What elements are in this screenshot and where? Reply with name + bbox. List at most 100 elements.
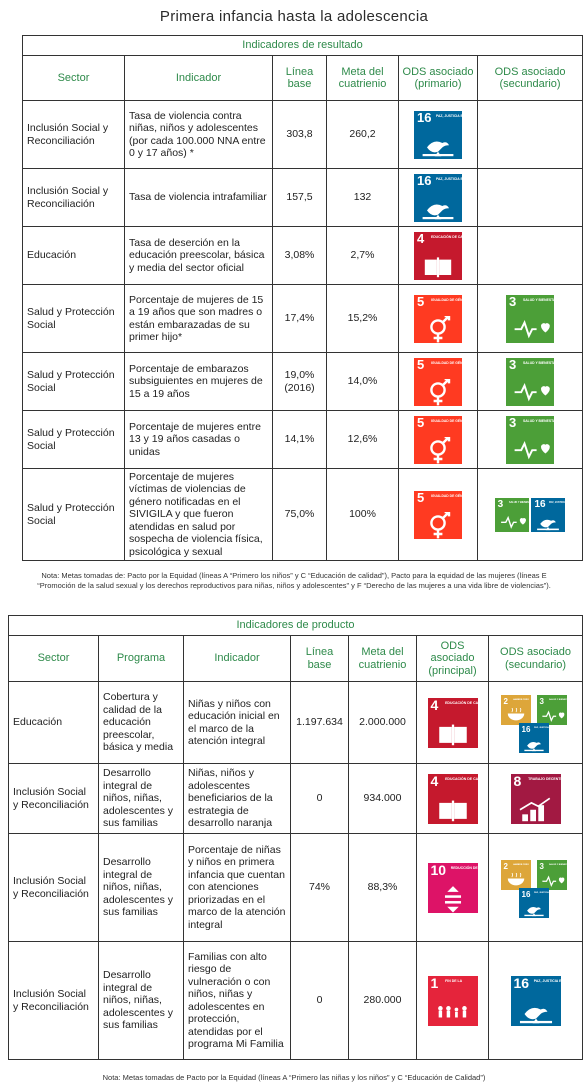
products-header-sector: Sector	[8, 635, 99, 682]
row-ods-secundario	[476, 226, 584, 285]
results-header-sector: Sector	[22, 55, 125, 101]
row-sector: Inclusión Social y Reconciliación	[8, 941, 99, 1060]
row-ods-secundario	[476, 168, 584, 227]
row-meta: 88,3%	[348, 833, 417, 942]
row-linea-base: 0	[290, 941, 349, 1060]
results-header-ods2: ODS asociado (secundario)	[476, 55, 584, 101]
row-linea-base: 14,1%	[272, 410, 327, 469]
row-sector: Inclusión Social y Reconciliación	[8, 833, 99, 942]
row-linea-base: 0	[290, 763, 349, 834]
sdg-2-icon: 2 HAMBRE CERO	[500, 694, 531, 725]
row-ods-secundario: 3 SALUD Y BIENESTAR	[476, 352, 584, 411]
row-indicador: Familias con alto riesgo de vulneración …	[183, 941, 291, 1060]
products-row: Educación Cobertura y calidad de la educa…	[8, 681, 584, 764]
row-linea-base: 303,8	[272, 100, 327, 169]
products-row: Inclusión Social y Reconciliación Desarro…	[8, 833, 584, 942]
row-ods-secundario: 3 SALUD Y BIENESTAR	[476, 284, 584, 353]
row-sector: Salud y Protección Social	[22, 468, 125, 561]
row-meta: 132	[326, 168, 399, 227]
row-ods-primario: 16 PAZ, JUSTICIA E	[398, 100, 478, 169]
products-row: Inclusión Social y Reconciliación Desarro…	[8, 941, 584, 1060]
products-header-meta: Meta del cuatrienio	[348, 635, 417, 682]
row-indicador: Niñas, niños y adolescentes beneficiario…	[183, 763, 291, 834]
products-header-linea: Línea base	[290, 635, 349, 682]
row-indicador: Tasa de deserción en la educación preesc…	[124, 226, 273, 285]
row-meta: 280.000	[348, 941, 417, 1060]
row-indicador: Niñas y niños con educación inicial en e…	[183, 681, 291, 764]
row-meta: 2,7%	[326, 226, 399, 285]
products-header-indicador: Indicador	[183, 635, 291, 682]
products-header-ods2: ODS asociado (secundario)	[487, 635, 584, 682]
results-row: Educación Tasa de deserción en la educaci…	[22, 226, 584, 285]
sdg-2-icon: 2 HAMBRE CERO	[500, 859, 531, 890]
row-linea-base: 74%	[290, 833, 349, 942]
row-programa: Desarrollo integral de niños, niñas, ado…	[98, 763, 184, 834]
products-header-ods1: ODS asociado (principal)	[416, 635, 489, 682]
row-meta: 260,2	[326, 100, 399, 169]
results-note: Nota: Metas tomadas de: Pacto por la Equ…	[37, 571, 551, 590]
products-row: Inclusión Social y Reconciliación Desarro…	[8, 763, 584, 834]
results-row: Salud y Protección Social Porcentaje de m…	[22, 468, 584, 561]
page-title: Primera infancia hasta la adolescencia	[159, 8, 429, 25]
row-indicador: Porcentaje de niñas y niños en primera i…	[183, 833, 291, 942]
products-table: Indicadores de producto Sector Programa …	[7, 615, 584, 1060]
row-meta: 14,0%	[326, 352, 399, 411]
results-row: Salud y Protección Social Porcentaje de e…	[22, 352, 584, 411]
row-sector: Inclusión Social y Reconciliación	[22, 168, 125, 227]
row-indicador: Porcentaje de mujeres víctimas de violen…	[124, 468, 273, 561]
products-header-programa: Programa	[98, 635, 184, 682]
row-linea-base: 17,4%	[272, 284, 327, 353]
row-meta: 2.000.000	[348, 681, 417, 764]
row-programa: Cobertura y calidad de la educación pree…	[98, 681, 184, 764]
results-row: Salud y Protección Social Porcentaje de m…	[22, 410, 584, 469]
row-indicador: Porcentaje de mujeres entre 13 y 19 años…	[124, 410, 273, 469]
results-header-ods1: ODS asociado (primario)	[398, 55, 478, 101]
row-linea-base: 19,0% (2016)	[272, 352, 327, 411]
results-section-title: Indicadores de resultado	[21, 35, 584, 56]
row-meta: 12,6%	[326, 410, 399, 469]
row-indicador: Porcentaje de embarazos subsiguientes en…	[124, 352, 273, 411]
products-section-title: Indicadores de producto	[7, 615, 584, 636]
row-sector: Inclusión Social y Reconciliación	[22, 100, 125, 169]
row-linea-base: 3,08%	[272, 226, 327, 285]
row-ods-principal: 1 FIN DE LA	[416, 941, 489, 1060]
row-sector: Educación	[22, 226, 125, 285]
sdg-1-icon: 1 FIN DE LA	[427, 975, 478, 1026]
row-linea-base: 157,5	[272, 168, 327, 227]
row-sector: Educación	[8, 681, 99, 764]
row-meta: 934.000	[348, 763, 417, 834]
results-table: Indicadores de resultado Sector Indicado…	[21, 35, 584, 561]
row-indicador: Porcentaje de mujeres de 15 a 19 años qu…	[124, 284, 273, 353]
results-row: Inclusión Social y Reconciliación Tasa de…	[22, 168, 584, 227]
